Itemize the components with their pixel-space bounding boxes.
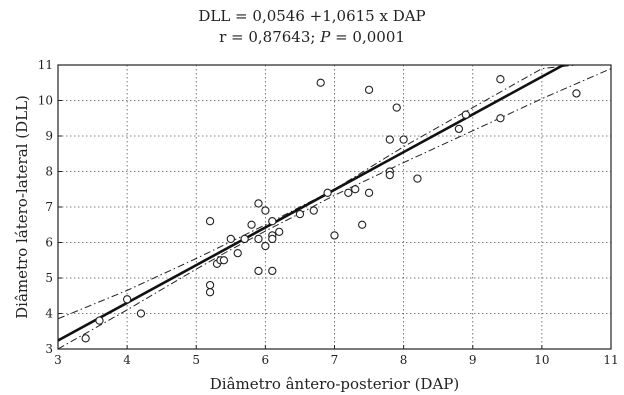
x-tick-label: 4 xyxy=(123,353,131,367)
data-point xyxy=(351,185,360,194)
data-point xyxy=(344,188,353,197)
data-point xyxy=(364,85,374,94)
data-point xyxy=(330,231,339,240)
x-tick: 9 xyxy=(469,353,477,367)
chart-subtitle: r = 0,87643; P = 0,0001 xyxy=(0,28,624,46)
data-point xyxy=(316,78,325,87)
y-tick-label: 7 xyxy=(45,200,53,214)
data-point xyxy=(136,309,146,318)
x-tick-label: 9 xyxy=(469,353,477,367)
y-tick: 3 xyxy=(45,342,53,356)
data-point xyxy=(122,295,132,304)
regression-line xyxy=(58,65,567,342)
x-tick: 7 xyxy=(331,353,339,367)
y-tick: 5 xyxy=(45,271,53,285)
data-points xyxy=(81,75,581,343)
y-axis-ticks: 3 4 5 6 7 8 9 10 11 xyxy=(38,58,62,356)
data-point xyxy=(268,217,277,226)
x-axis-label: Diâmetro ântero-posterior (DAP) xyxy=(210,375,459,393)
data-point xyxy=(323,188,332,197)
confidence-band-upper xyxy=(58,65,577,320)
chart-title: DLL = 0,0546 +1,0615 x DAP xyxy=(198,7,426,25)
y-tick-label: 10 xyxy=(38,94,53,108)
data-point xyxy=(254,234,263,244)
x-tick: 4 xyxy=(123,353,131,367)
data-point xyxy=(572,89,581,98)
x-tick-label: 6 xyxy=(262,353,270,367)
data-point xyxy=(413,174,422,183)
data-point xyxy=(295,209,305,219)
y-tick-label: 6 xyxy=(45,236,53,250)
data-point xyxy=(275,227,284,236)
data-point xyxy=(254,266,263,276)
x-tick-label: 10 xyxy=(534,353,549,367)
data-point xyxy=(309,206,318,215)
y-tick-label: 9 xyxy=(45,129,53,143)
confidence-band-lower xyxy=(58,68,611,349)
data-point xyxy=(357,220,367,229)
y-tick-label: 5 xyxy=(45,271,53,285)
data-point xyxy=(496,75,505,84)
correlation-text: r = 0,87643; xyxy=(219,28,316,46)
data-point xyxy=(205,280,215,290)
y-tick: 11 xyxy=(38,58,53,72)
y-tick: 9 xyxy=(45,129,53,143)
p-value-text: = 0,0001 xyxy=(335,28,405,46)
data-point xyxy=(392,103,401,112)
grid-lines xyxy=(58,65,611,349)
x-tick-label: 11 xyxy=(603,353,618,367)
y-tick: 10 xyxy=(38,94,53,108)
y-tick: 7 xyxy=(45,200,53,214)
x-tick-label: 5 xyxy=(192,353,200,367)
data-point xyxy=(254,199,263,208)
data-point xyxy=(226,234,235,244)
y-tick-label: 11 xyxy=(38,58,53,72)
data-point xyxy=(364,188,374,197)
data-point xyxy=(261,241,270,251)
data-point xyxy=(240,234,249,244)
data-point xyxy=(268,266,277,276)
x-tick: 3 xyxy=(54,353,62,367)
y-tick-label: 8 xyxy=(45,165,53,179)
data-point xyxy=(454,124,464,134)
data-point xyxy=(385,170,394,180)
data-point xyxy=(205,217,215,226)
y-tick-label: 4 xyxy=(45,307,53,321)
data-point xyxy=(247,220,256,229)
x-axis-ticks: 3 4 5 6 7 8 9 10 11 xyxy=(54,345,619,367)
data-point xyxy=(399,135,408,144)
data-point xyxy=(219,256,229,265)
data-point xyxy=(95,316,104,325)
regression-line-group xyxy=(58,65,567,342)
y-tick-label: 3 xyxy=(45,342,53,356)
data-point xyxy=(496,114,505,123)
data-point xyxy=(461,110,470,119)
data-point xyxy=(233,248,242,258)
data-point xyxy=(268,234,277,244)
y-tick: 8 xyxy=(45,165,53,179)
x-tick-label: 7 xyxy=(331,353,339,367)
data-point xyxy=(81,334,90,343)
x-tick: 10 xyxy=(534,353,549,367)
x-tick: 11 xyxy=(603,353,618,367)
y-tick: 4 xyxy=(45,307,53,321)
x-tick: 5 xyxy=(192,353,200,367)
data-point xyxy=(261,206,270,215)
y-tick: 6 xyxy=(45,236,53,250)
data-point xyxy=(205,288,215,297)
x-tick: 8 xyxy=(400,353,408,367)
x-tick-label: 8 xyxy=(400,353,408,367)
p-symbol: P xyxy=(320,28,331,46)
x-tick-label: 3 xyxy=(54,353,62,367)
x-tick: 6 xyxy=(262,353,270,367)
data-point xyxy=(385,135,394,144)
y-axis-label: Diâmetro látero-lateral (DLL) xyxy=(13,95,31,319)
